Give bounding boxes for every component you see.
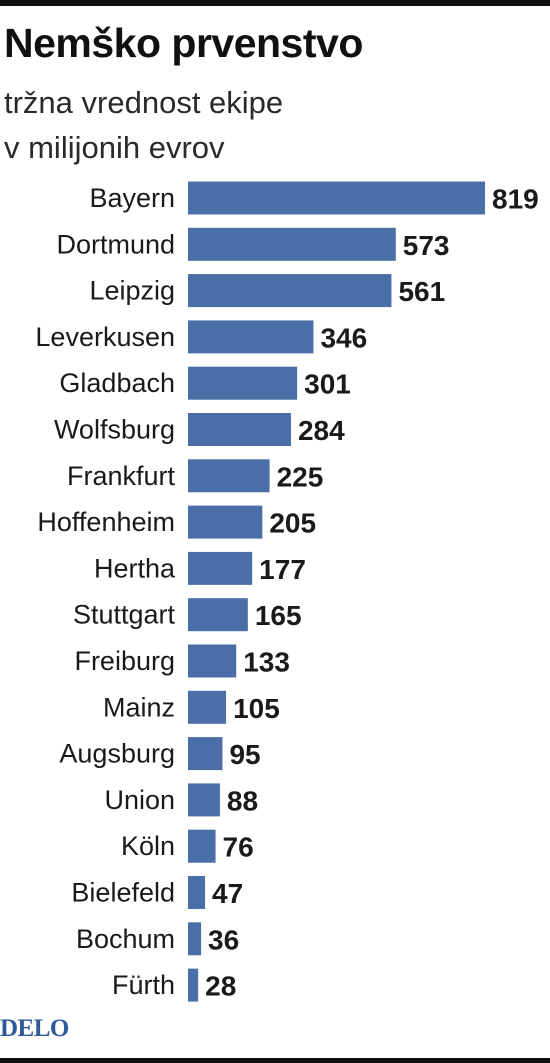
bar (188, 459, 270, 493)
data-label: 346 (320, 322, 367, 353)
category-label: Gladbach (59, 368, 175, 398)
chart-subtitle-line-2: v milijonih evrov (4, 130, 225, 165)
bar (188, 366, 298, 400)
category-label: Leipzig (89, 276, 175, 306)
data-label: 88 (227, 785, 258, 816)
bar (188, 783, 220, 817)
category-label: Hertha (94, 553, 176, 583)
bar (188, 598, 248, 632)
data-label: 105 (233, 693, 280, 724)
category-label: Köln (121, 831, 175, 861)
data-label: 76 (223, 832, 254, 863)
top-rule (0, 0, 550, 6)
bottom-rule (0, 1058, 550, 1063)
data-label: 47 (212, 878, 243, 909)
category-label: Bochum (76, 924, 175, 954)
bar (188, 320, 314, 354)
category-label: Union (104, 785, 175, 815)
bar (188, 181, 485, 215)
category-label: Frankfurt (67, 461, 176, 491)
bar (188, 227, 396, 261)
data-label: 177 (259, 554, 306, 585)
category-label: Hoffenheim (37, 507, 175, 537)
data-label: 819 (492, 184, 539, 215)
data-label: 225 (277, 461, 324, 492)
chart-subtitle-line-1: tržna vrednost ekipe (4, 85, 284, 120)
category-label: Bayern (89, 183, 175, 213)
chart-title: Nemško prvenstvo (4, 20, 363, 66)
bar (188, 829, 216, 863)
data-label: 133 (243, 647, 290, 678)
bar (188, 968, 199, 1002)
bar-chart: Bayern 819 Dortmund 573 Leipzig 561 Leverkusen… (35, 181, 539, 1002)
bar (188, 876, 206, 909)
category-label: Fürth (112, 970, 175, 1000)
bar (188, 551, 253, 585)
delo-logo: DELO (0, 1015, 69, 1042)
data-label: 165 (255, 600, 302, 631)
data-label: 573 (403, 230, 450, 261)
bar (188, 737, 223, 771)
category-label: Wolfsburg (54, 415, 175, 445)
category-label: Stuttgart (73, 600, 176, 630)
category-label: Leverkusen (35, 322, 175, 352)
bar (188, 644, 237, 678)
data-label: 561 (398, 276, 445, 307)
category-label: Bielefeld (71, 878, 175, 908)
bar (188, 274, 392, 308)
bar (188, 505, 263, 539)
bar (188, 413, 291, 446)
category-label: Mainz (103, 692, 175, 722)
data-label: 205 (269, 508, 316, 539)
data-label: 301 (304, 369, 351, 400)
data-label: 36 (208, 924, 239, 955)
category-label: Freiburg (74, 646, 175, 676)
bar (188, 690, 227, 724)
bar (188, 922, 202, 956)
category-label: Dortmund (56, 229, 175, 259)
category-label: Augsburg (59, 739, 175, 769)
data-label: 284 (298, 415, 345, 446)
data-label: 28 (205, 971, 236, 1002)
data-label: 95 (229, 739, 260, 770)
